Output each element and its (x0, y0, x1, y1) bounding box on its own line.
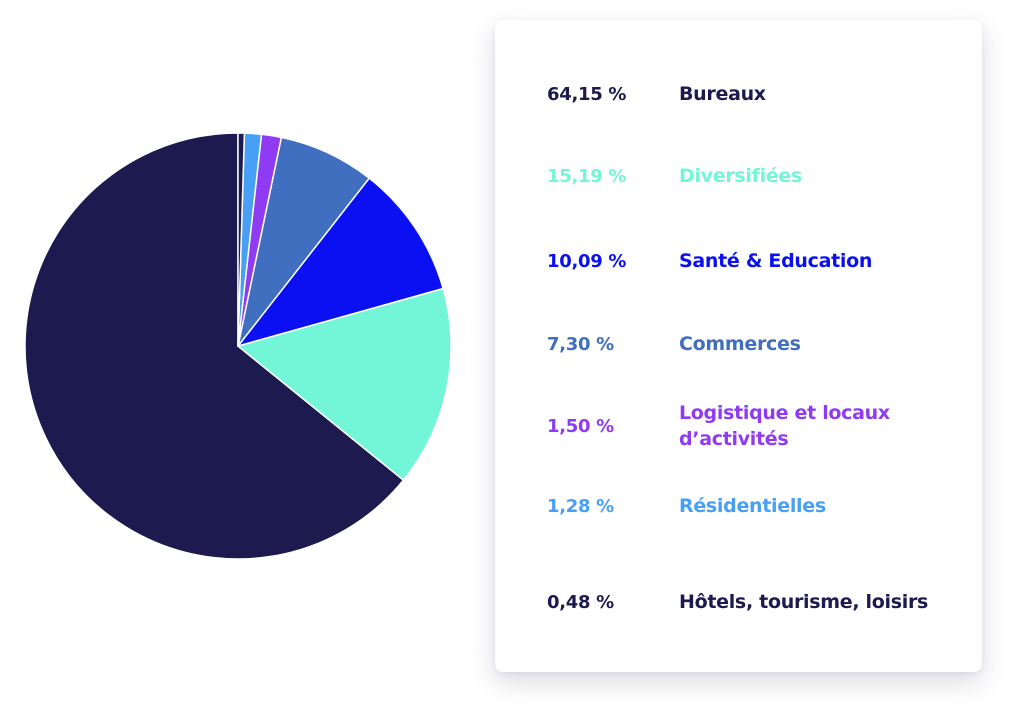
legend-label: Hôtels, tourisme, loisirs (679, 591, 929, 613)
legend-value: 1,28 % (547, 495, 614, 517)
legend-row-logistique: 1,50 % Logistique et locaux d’activités (495, 398, 982, 454)
legend-value: 1,50 % (547, 415, 614, 437)
legend-label: Bureaux (679, 83, 766, 105)
legend-label: Résidentielles (679, 495, 826, 517)
pie-slice-0 (24, 132, 405, 560)
legend-row-sante-education: 10,09 % Santé & Education (495, 247, 982, 275)
legend-row-bureaux: 64,15 % Bureaux (495, 80, 982, 108)
legend-value: 15,19 % (547, 165, 627, 187)
legend-label: Logistique et locaux d’activités (679, 402, 890, 450)
legend-value: 0,48 % (547, 591, 614, 613)
legend-row-diversifiees: 15,19 % Diversifiées (495, 162, 982, 190)
legend-row-hotels: 0,48 % Hôtels, tourisme, loisirs (495, 588, 982, 616)
pie-slice-6 (237, 132, 246, 347)
legend-value: 7,30 % (547, 333, 614, 355)
legend-card: 64,15 % Bureaux 15,19 % Diversifiées 10,… (495, 20, 982, 672)
pie-slice-1 (237, 287, 452, 481)
pie-slice-2 (237, 177, 444, 347)
legend-row-commerces: 7,30 % Commerces (495, 330, 982, 358)
legend-label: Santé & Education (679, 250, 873, 272)
legend-row-residentielles: 1,28 % Résidentielles (495, 492, 982, 520)
legend-value: 10,09 % (547, 250, 627, 272)
legend-label: Commerces (679, 333, 801, 355)
legend-value: 64,15 % (547, 83, 627, 105)
pie-chart (24, 132, 452, 560)
legend-label: Diversifiées (679, 165, 803, 187)
